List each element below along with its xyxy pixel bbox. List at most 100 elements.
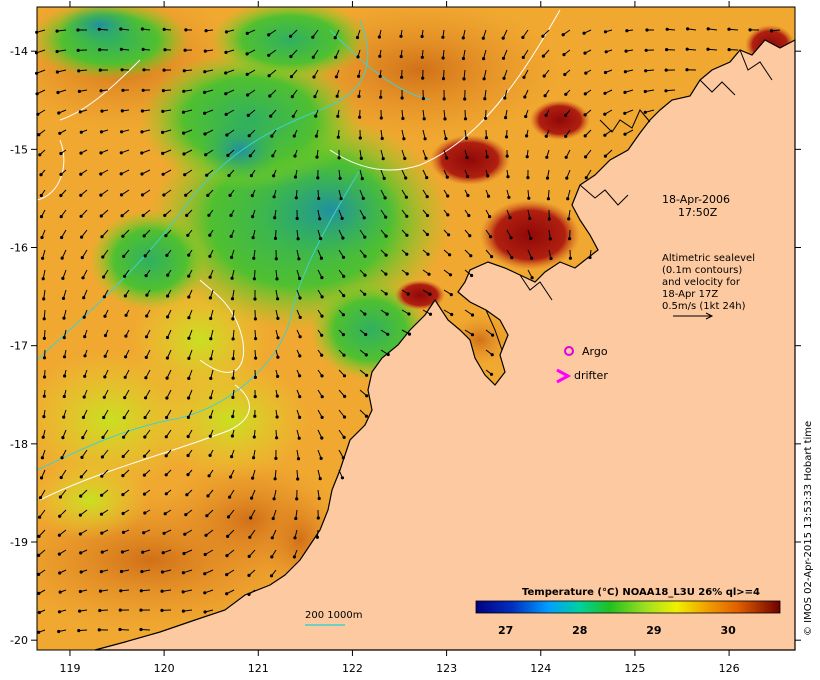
- velocity-arrow-head: [289, 54, 293, 59]
- velocity-arrow-head: [276, 297, 280, 301]
- velocity-arrow-head: [100, 531, 104, 535]
- velocity-arrow-head: [123, 396, 127, 400]
- velocity-arrow-head: [39, 476, 44, 480]
- velocity-arrow-head: [358, 136, 362, 140]
- velocity-arrow-head: [386, 332, 390, 336]
- velocity-arrow-head: [401, 116, 405, 121]
- velocity-arrow-head: [57, 610, 62, 614]
- velocity-arrow-head: [97, 27, 101, 31]
- velocity-arrow-head: [503, 96, 507, 100]
- velocity-arrow-head: [508, 216, 512, 220]
- velocity-arrow-head: [228, 495, 232, 499]
- altimetry-info: Altimetric sealevel (0.1m contours) and …: [662, 253, 755, 320]
- velocity-arrow-head: [383, 196, 387, 200]
- velocity-arrow-head: [269, 574, 274, 578]
- velocity-arrow-head: [504, 135, 509, 139]
- velocity-arrow-head: [231, 337, 235, 341]
- velocity-arrow-head: [342, 274, 346, 278]
- velocity-arrow-head: [563, 72, 567, 77]
- velocity-arrow-head: [203, 70, 207, 74]
- velocity-arrow-head: [530, 276, 534, 280]
- velocity-arrow-head: [79, 130, 83, 134]
- velocity-arrow-head: [143, 435, 147, 439]
- velocity-arrow-head: [208, 415, 213, 419]
- velocity-arrow-head: [55, 29, 59, 33]
- velocity-arrow-head: [603, 112, 607, 116]
- velocity-arrow-head: [206, 193, 210, 197]
- velocity-arrow-head: [583, 92, 587, 96]
- velocity-arrow-head: [298, 395, 302, 399]
- velocity-arrow-head: [529, 236, 533, 241]
- velocity-arrow-head: [568, 256, 573, 260]
- velocity-arrow-head: [141, 550, 145, 554]
- velocity-arrow-head: [78, 110, 82, 114]
- velocity-arrow-head: [583, 51, 587, 55]
- velocity-arrow-head: [57, 629, 61, 634]
- velocity-arrow-head: [77, 89, 82, 94]
- velocity-arrow-head: [341, 333, 345, 337]
- altimetry-line-2: (0.1m contours): [662, 265, 742, 276]
- velocity-arrow-head: [187, 396, 191, 400]
- velocity-arrow-head: [250, 194, 254, 198]
- velocity-arrow-head: [296, 477, 300, 481]
- velocity-arrow-head: [78, 609, 82, 613]
- velocity-arrow-head: [56, 90, 60, 95]
- velocity-arrow-head: [312, 75, 316, 79]
- velocity-arrow-head: [61, 276, 65, 280]
- velocity-arrow-head: [404, 176, 408, 180]
- velocity-arrow-head: [230, 255, 234, 259]
- velocity-arrow-head: [727, 48, 731, 52]
- velocity-arrow-head: [165, 356, 169, 360]
- velocity-arrow-head: [140, 109, 144, 113]
- velocity-arrow-head: [80, 235, 84, 239]
- velocity-arrow-head: [295, 216, 299, 221]
- velocity-arrow-head: [187, 316, 191, 320]
- velocity-arrow-head: [187, 336, 191, 340]
- velocity-arrow-head: [561, 33, 565, 37]
- velocity-arrow-head: [99, 193, 103, 197]
- velocity-arrow-head: [644, 48, 648, 52]
- velocity-arrow-head: [564, 92, 568, 96]
- velocity-arrow-head: [664, 68, 668, 72]
- velocity-arrow-head: [205, 173, 209, 177]
- velocity-arrow-head: [123, 375, 127, 379]
- velocity-arrow-head: [225, 592, 229, 596]
- velocity-arrow-head: [363, 273, 367, 277]
- velocity-arrow-head: [466, 193, 470, 198]
- velocity-arrow-head: [425, 232, 429, 237]
- velocity-arrow-head: [293, 154, 297, 158]
- velocity-arrow-head: [224, 71, 228, 75]
- velocity-arrow-head: [41, 435, 45, 439]
- velocity-arrow-head: [58, 131, 62, 135]
- velocity-arrow-head: [274, 257, 278, 261]
- velocity-arrow-head: [316, 516, 320, 520]
- velocity-arrow-head: [384, 253, 388, 257]
- velocity-arrow-head: [141, 88, 145, 92]
- velocity-arrow-head: [140, 193, 145, 197]
- velocity-arrow-head: [296, 457, 301, 461]
- velocity-arrow-head: [384, 234, 388, 238]
- velocity-arrow-head: [187, 356, 191, 360]
- velocity-arrow-head: [122, 254, 126, 258]
- velocity-arrow-head: [58, 495, 63, 499]
- velocity-arrow-head: [340, 476, 344, 480]
- latitude-ticks: -14 -15 -16 -17 -18 -19 -20: [10, 45, 801, 647]
- velocity-arrow-head: [272, 174, 276, 178]
- velocity-arrow-head: [98, 68, 102, 72]
- velocity-arrow-head: [247, 554, 251, 559]
- velocity-arrow-head: [38, 515, 42, 519]
- velocity-arrow-head: [360, 177, 364, 181]
- lat-tick-label: -18: [10, 438, 28, 451]
- velocity-arrow-head: [425, 176, 429, 180]
- velocity-arrow-head: [81, 276, 85, 280]
- velocity-arrow-head: [140, 130, 144, 134]
- velocity-arrow-head: [292, 555, 296, 559]
- colorbar: [475, 600, 781, 614]
- credit-text: © IMOS 02-Apr-2015 13:53:33 Hobart time: [803, 421, 814, 636]
- velocity-arrow-head: [446, 194, 450, 198]
- velocity-arrow-head: [182, 69, 186, 73]
- velocity-arrow-head: [78, 513, 83, 517]
- velocity-arrow-head: [231, 414, 235, 419]
- velocity-arrow-head: [362, 216, 366, 220]
